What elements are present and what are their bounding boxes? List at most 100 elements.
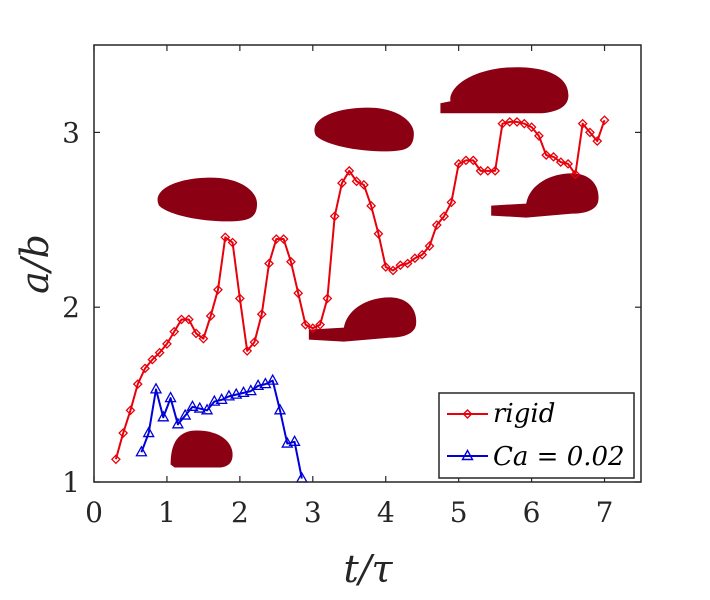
droplet-cap-inset [170, 430, 233, 468]
legend: rigid Ca = 0.02 [438, 392, 635, 479]
y-tick-label: 3 [62, 116, 80, 149]
data-point-rigid [482, 165, 493, 176]
data-point-rigid [234, 293, 245, 304]
data-point-ca [251, 379, 265, 391]
data-point-rigid [504, 116, 515, 127]
series-layer [110, 115, 610, 483]
data-point-rigid [577, 118, 588, 129]
data-point-rigid [468, 155, 479, 166]
data-point-rigid [118, 428, 129, 438]
data-point-ca [222, 389, 236, 401]
x-tick-label: 5 [450, 496, 468, 529]
data-point-rigid [154, 347, 165, 358]
data-point-rigid [344, 165, 355, 176]
data-point-rigid [125, 405, 136, 416]
data-point-rigid [329, 211, 340, 222]
data-point-rigid [271, 234, 282, 244]
data-point-rigid [380, 262, 391, 272]
y-tick-label: 1 [62, 466, 80, 499]
data-point-rigid [337, 178, 347, 189]
data-point-ca [244, 384, 257, 396]
data-point-rigid [249, 337, 260, 348]
data-point-rigid [183, 314, 194, 325]
data-point-rigid [519, 118, 530, 129]
data-point-rigid [191, 328, 202, 339]
data-point-rigid [351, 176, 362, 187]
data-point-rigid [585, 127, 595, 138]
data-point-rigid [293, 288, 304, 299]
series-line-ca [140, 379, 303, 479]
data-point-rigid [446, 197, 457, 208]
data-point-rigid [453, 158, 464, 169]
data-point-rigid [242, 345, 253, 356]
legend-marker-ca [461, 449, 474, 461]
x-tick-label: 4 [377, 496, 395, 529]
data-point-rigid [599, 115, 610, 126]
data-point-ca [186, 399, 199, 411]
droplet-insets [157, 67, 599, 468]
data-point-rigid [264, 258, 274, 269]
x-tick-label: 3 [304, 496, 322, 529]
y-tick-label: 2 [62, 291, 80, 324]
data-point-rigid [322, 293, 333, 304]
data-point-rigid [162, 338, 172, 349]
data-point-rigid [548, 151, 559, 162]
data-point-rigid [555, 157, 566, 168]
data-point-rigid [315, 319, 326, 330]
legend-box [438, 392, 635, 479]
data-point-rigid [198, 333, 209, 344]
axes-box [93, 44, 642, 483]
x-axis-label: t/τ [343, 547, 393, 591]
data-point-rigid [417, 249, 428, 260]
data-point-rigid [366, 200, 377, 211]
x-tick-label: 2 [231, 496, 249, 529]
data-point-ca [200, 403, 214, 415]
x-tick-label: 7 [596, 496, 614, 529]
data-point-rigid [439, 211, 449, 222]
legend-label-rigid: rigid [493, 399, 555, 429]
data-point-rigid [388, 265, 398, 276]
data-point-rigid [461, 155, 471, 166]
data-point-ca [164, 391, 177, 403]
y-axis-label: a/b [13, 234, 57, 294]
data-point-ca [142, 426, 155, 438]
data-point-rigid [205, 311, 216, 321]
data-point-rigid [490, 165, 501, 176]
data-point-rigid [307, 323, 318, 334]
data-point-ca [237, 386, 250, 398]
data-point-ca [281, 436, 294, 448]
data-point-rigid [213, 284, 223, 295]
data-point-rigid [140, 363, 150, 374]
data-point-rigid [592, 136, 603, 147]
data-point-ca [288, 434, 301, 446]
data-point-rigid [512, 116, 522, 127]
legend-label-ca: Ca = 0.02 [493, 442, 625, 472]
data-point-rigid [424, 241, 435, 251]
data-point-ca [135, 445, 148, 457]
data-point-rigid [286, 256, 296, 267]
data-point-rigid [132, 379, 143, 390]
data-point-rigid [533, 130, 544, 141]
data-point-rigid [169, 326, 180, 337]
data-point-rigid [395, 260, 406, 271]
data-point-rigid [176, 314, 187, 325]
data-point-rigid [110, 454, 121, 465]
legend-marker-rigid [462, 409, 473, 419]
droplet-elongated-inset [440, 67, 569, 114]
data-point-ca [171, 417, 184, 429]
data-point-rigid [402, 258, 413, 269]
data-point-rigid [409, 253, 420, 264]
data-point-ca [157, 410, 170, 422]
data-point-rigid [220, 232, 231, 243]
data-point-rigid [431, 220, 442, 230]
data-point-ca [230, 387, 243, 399]
data-point-ca [179, 408, 192, 420]
x-tick-label: 6 [523, 496, 541, 529]
droplet-tongue-inset [308, 297, 417, 342]
data-point-ca [149, 382, 163, 394]
data-point-ca [273, 403, 287, 415]
data-point-rigid [570, 169, 581, 180]
data-point-rigid [227, 237, 238, 248]
